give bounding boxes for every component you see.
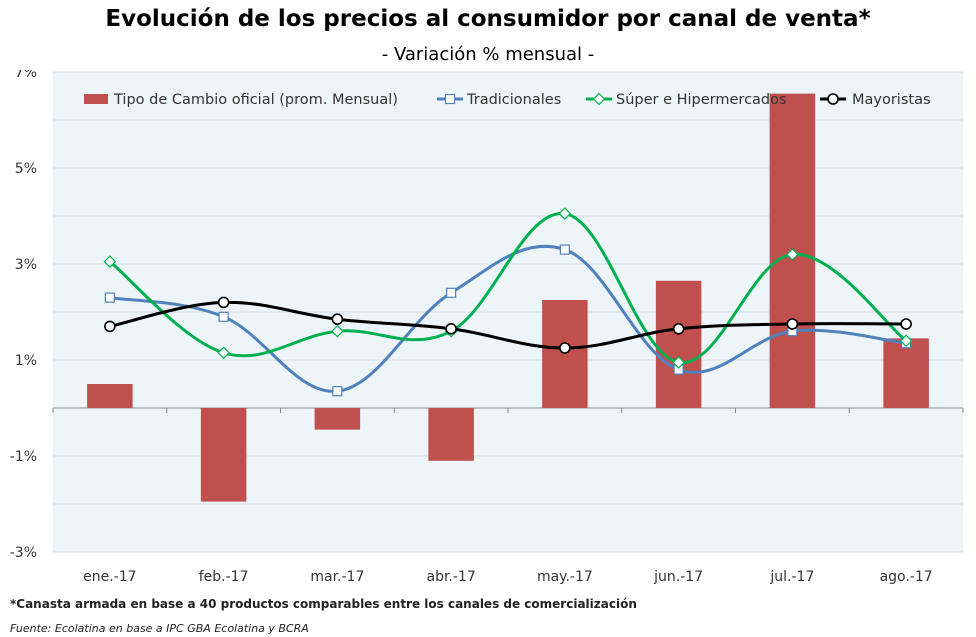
y-tick-label: 5% — [15, 161, 37, 177]
point-diamond — [331, 324, 344, 338]
point-square — [104, 292, 115, 303]
legend-label: Tradicionales — [466, 92, 561, 108]
x-tick-label: ago.-17 — [880, 569, 933, 585]
point-circle — [445, 322, 457, 335]
point-diamond — [217, 346, 230, 360]
point-circle — [900, 318, 912, 330]
x-tick-label: ene.-17 — [83, 569, 136, 585]
x-tick-label: mar.-17 — [310, 569, 364, 585]
chart-title: Evolución de los precios al consumidor p… — [105, 6, 871, 32]
bar-tipo-de-cambio — [87, 384, 133, 408]
y-tick-label: -1% — [10, 449, 37, 465]
footnote: *Canasta armada en base a 40 productos c… — [10, 597, 637, 611]
series-line-circle — [109, 300, 907, 350]
point-circle — [217, 296, 230, 309]
legend-marker-square — [444, 93, 456, 105]
point-circle — [672, 322, 685, 335]
legend-label: Mayoristas — [852, 92, 931, 108]
point-diamond — [558, 207, 572, 220]
legend-label: Tipo de Cambio oficial (prom. Mensual) — [113, 92, 398, 108]
point-diamond — [103, 255, 117, 268]
y-tick-label: -3% — [10, 545, 37, 561]
x-tick-label: may.-17 — [537, 569, 593, 585]
x-tick-label: abr.-17 — [426, 569, 475, 585]
legend-swatch-bar — [84, 94, 108, 104]
point-square — [559, 244, 570, 255]
bar-tipo-de-cambio — [428, 408, 474, 461]
legend-marker-circle — [827, 93, 839, 105]
point-circle — [331, 313, 344, 325]
point-circle — [559, 342, 571, 354]
point-diamond — [899, 334, 913, 348]
bar-tipo-de-cambio — [314, 408, 361, 430]
series-line-square — [109, 244, 907, 393]
point-square — [218, 311, 229, 322]
point-circle — [104, 320, 116, 333]
y-tick-label: 7% — [15, 70, 37, 81]
y-tick-label: 3% — [15, 257, 37, 273]
chart-subtitle: - Variación % mensual - — [381, 44, 595, 65]
x-tick-label: jun.-17 — [653, 569, 703, 585]
bar-tipo-de-cambio — [883, 338, 929, 408]
y-tick-label: 1% — [15, 353, 37, 369]
bar-tipo-de-cambio — [655, 280, 702, 408]
point-diamond — [786, 248, 799, 261]
chart-area: 7% 5% 3% 1% -1% -3% ene.-17 feb.-17 mar.-17 abr.… — [10, 70, 964, 585]
series-line-diamond — [108, 212, 908, 364]
x-tick-label: jul.-17 — [769, 569, 814, 585]
bar-tipo-de-cambio — [200, 408, 247, 502]
x-tick-label: feb.-17 — [199, 569, 249, 585]
point-square — [446, 287, 457, 298]
point-diamond — [672, 356, 685, 369]
legend-marker-diamond — [592, 92, 606, 106]
point-circle — [786, 318, 799, 330]
point-square — [332, 386, 343, 397]
bar-tipo-de-cambio — [542, 300, 588, 408]
legend-label: Súper e Hipermercados — [616, 92, 787, 108]
source-note: Fuente: Ecolatina en base a IPC GBA Ecol… — [10, 622, 309, 635]
